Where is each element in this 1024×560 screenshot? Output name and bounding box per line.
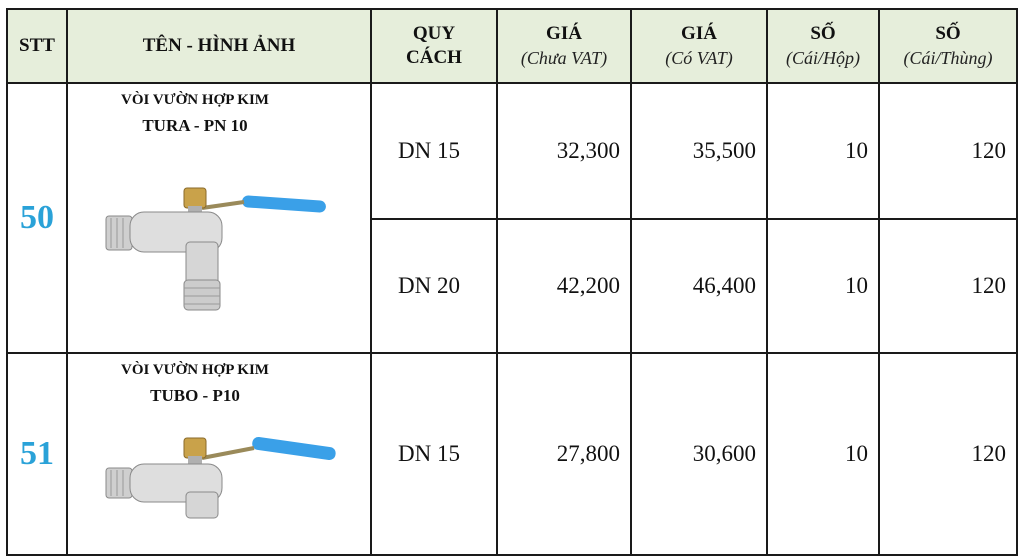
per-box-value: 10 [845,273,868,298]
spec-value: DN 20 [398,273,460,298]
header-per-box-sub: (Cái/Hộp) [786,48,860,68]
per-carton-value: 120 [971,441,1007,466]
per-carton-cell: 120 [878,218,1018,354]
per-box-value: 10 [845,138,868,163]
product-name-cell: VÒI VƯỜN HỢP KIM TUBO - P10 [66,352,372,556]
header-per-box: SỐ (Cái/Hộp) [766,8,880,84]
header-price-novat-sub: (Chưa VAT) [520,48,608,68]
price-novat-value: 27,800 [556,441,620,466]
header-name-label: TÊN - HÌNH ẢNH [142,35,296,56]
header-per-carton: SỐ (Cái/Thùng) [878,8,1018,84]
stt-cell: 51 [6,352,68,556]
header-price-novat-main: GIÁ [546,23,582,44]
spec-cell: DN 15 [370,352,498,556]
price-vat-value: 30,600 [692,441,756,466]
garden-faucet-short-spout-icon [105,436,336,519]
spec-value: DN 15 [398,441,460,466]
per-box-cell: 10 [766,82,880,220]
price-vat-cell: 30,600 [630,352,768,556]
spec-cell: DN 20 [370,218,498,354]
per-carton-cell: 120 [878,352,1018,556]
header-spec-line1: QUY [412,23,456,44]
header-spec: QUY CÁCH [370,8,498,84]
per-carton-value: 120 [971,138,1007,163]
header-stt-label: STT [19,35,55,56]
spec-cell: DN 15 [370,82,498,220]
per-box-value: 10 [845,441,868,466]
price-vat-cell: 35,500 [630,82,768,220]
price-table: STT TÊN - HÌNH ẢNH QUY CÁCH GIÁ (Chưa VA… [6,8,1018,556]
price-vat-value: 35,500 [692,138,756,163]
price-novat-cell: 42,200 [496,218,632,354]
price-novat-cell: 27,800 [496,352,632,556]
header-per-box-main: SỐ [810,23,836,44]
stt-number: 51 [20,435,54,472]
stt-cell: 50 [6,82,68,354]
header-price-vat: GIÁ (Có VAT) [630,8,768,84]
header-name: TÊN - HÌNH ẢNH [66,8,372,84]
product-name-line1: VÒI VƯỜN HỢP KIM [121,92,269,108]
header-stt: STT [6,8,68,84]
spec-value: DN 15 [398,138,460,163]
price-novat-value: 32,300 [556,138,620,163]
header-spec-line2: CÁCH [406,47,462,68]
header-per-carton-main: SỐ [935,23,961,44]
price-novat-cell: 32,300 [496,82,632,220]
header-per-carton-sub: (Cái/Thùng) [903,48,993,68]
product-name-line2: TURA - PN 10 [142,116,248,135]
header-price-vat-sub: (Có VAT) [665,48,733,68]
product-name-cell: VÒI VƯỜN HỢP KIM TURA - PN 10 [66,82,372,354]
header-price-vat-main: GIÁ [681,23,717,44]
per-carton-value: 120 [971,273,1007,298]
per-box-cell: 10 [766,218,880,354]
product-name-line1: VÒI VƯỜN HỢP KIM [121,362,269,378]
per-carton-cell: 120 [878,82,1018,220]
price-novat-value: 42,200 [556,273,620,298]
garden-faucet-long-spout-icon [105,187,326,311]
product-name-line2: TUBO - P10 [150,386,240,405]
header-price-novat: GIÁ (Chưa VAT) [496,8,632,84]
per-box-cell: 10 [766,352,880,556]
price-vat-cell: 46,400 [630,218,768,354]
price-vat-value: 46,400 [692,273,756,298]
stt-number: 50 [20,199,54,236]
